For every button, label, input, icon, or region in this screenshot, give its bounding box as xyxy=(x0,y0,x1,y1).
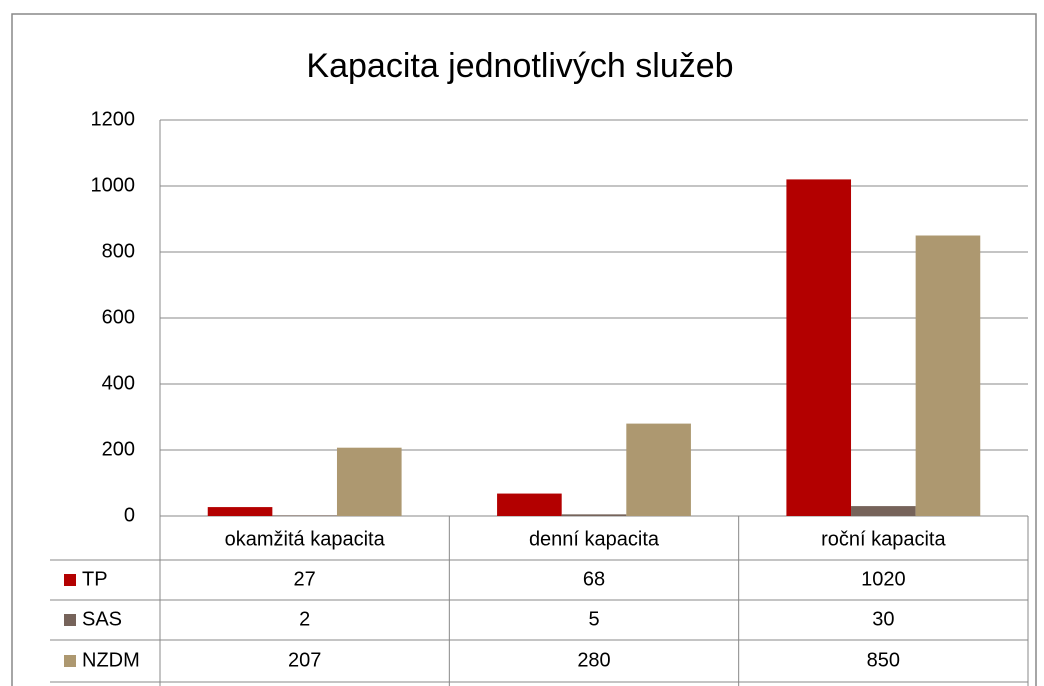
y-tick-label: 200 xyxy=(102,438,135,460)
table-value: 30 xyxy=(872,608,894,630)
legend-key xyxy=(64,614,76,626)
bar xyxy=(915,235,981,516)
table-value: 1020 xyxy=(861,568,906,590)
chart-title: Kapacita jednotlivých služeb xyxy=(306,47,733,85)
table-value: 2 xyxy=(299,608,310,630)
bar xyxy=(561,514,627,516)
bar xyxy=(851,506,916,516)
table-value: 68 xyxy=(583,568,605,590)
bar xyxy=(272,515,337,516)
y-tick-label: 400 xyxy=(102,372,135,394)
table-value: 280 xyxy=(577,649,610,671)
bar xyxy=(207,507,273,516)
legend-label: TP xyxy=(82,568,108,590)
table-value: 207 xyxy=(288,649,321,671)
x-tick-label: okamžitá kapacita xyxy=(225,528,386,550)
legend-key xyxy=(64,574,76,586)
y-tick-label: 0 xyxy=(124,504,135,526)
legend-label: NZDM xyxy=(82,649,140,671)
y-tick-label: 800 xyxy=(102,240,135,262)
x-tick-label: denní kapacita xyxy=(529,528,660,550)
y-tick-label: 1200 xyxy=(91,108,136,130)
chart-border xyxy=(11,13,1037,686)
table-value: 27 xyxy=(294,568,316,590)
bar xyxy=(497,493,562,516)
y-tick-label: 1000 xyxy=(91,174,136,196)
table-value: 850 xyxy=(867,649,900,671)
x-tick-label: roční kapacita xyxy=(821,528,946,550)
legend-key xyxy=(64,655,76,667)
bar xyxy=(786,179,852,516)
y-tick-label: 600 xyxy=(102,306,135,328)
bar xyxy=(626,423,691,516)
bar xyxy=(336,447,402,516)
legend-label: SAS xyxy=(82,608,122,630)
table-value: 5 xyxy=(588,608,599,630)
